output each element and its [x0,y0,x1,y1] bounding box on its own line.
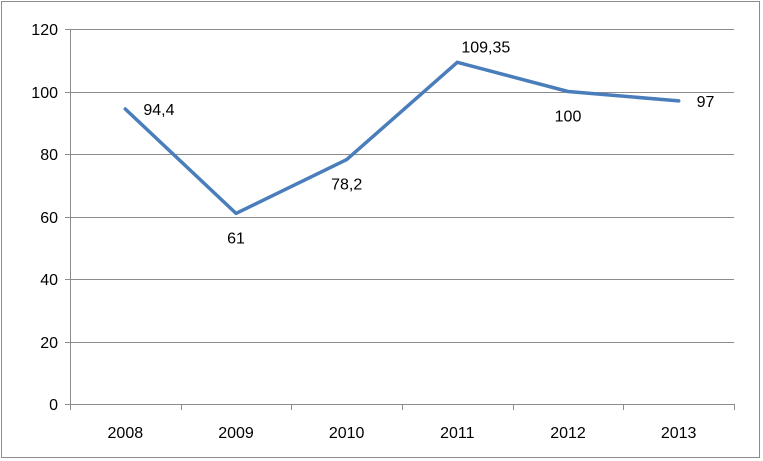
data-label: 78,2 [331,177,362,194]
data-label: 97 [697,94,715,111]
x-tick-label: 2008 [108,425,144,442]
y-tick-label: 60 [40,210,58,227]
series-line [123,60,681,216]
data-label: 94,4 [143,102,174,119]
y-tick-label: 20 [40,335,58,352]
y-axis-tick-labels: 0 20 40 60 80 100 120 [31,22,58,414]
data-label: 61 [227,230,245,247]
x-tick-label: 2009 [218,425,254,442]
y-tick-label: 0 [49,397,58,414]
x-tick-label: 2010 [329,425,365,442]
y-tick-label: 120 [31,22,58,39]
series-group [123,60,681,216]
data-label: 100 [555,109,582,126]
axes [65,29,735,410]
y-tick-label: 100 [31,85,58,102]
x-axis-tick-labels: 2008 2009 2010 2011 2012 2013 [108,425,697,442]
data-labels: 94,4 61 78,2 109,35 100 97 [143,39,714,247]
gridlines [70,29,734,343]
y-tick-label: 80 [40,147,58,164]
data-label: 109,35 [461,39,510,56]
y-tick-label: 40 [40,272,58,289]
x-tick-label: 2013 [661,425,697,442]
x-tick-label: 2011 [440,425,475,442]
x-tick-label: 2012 [550,425,586,442]
